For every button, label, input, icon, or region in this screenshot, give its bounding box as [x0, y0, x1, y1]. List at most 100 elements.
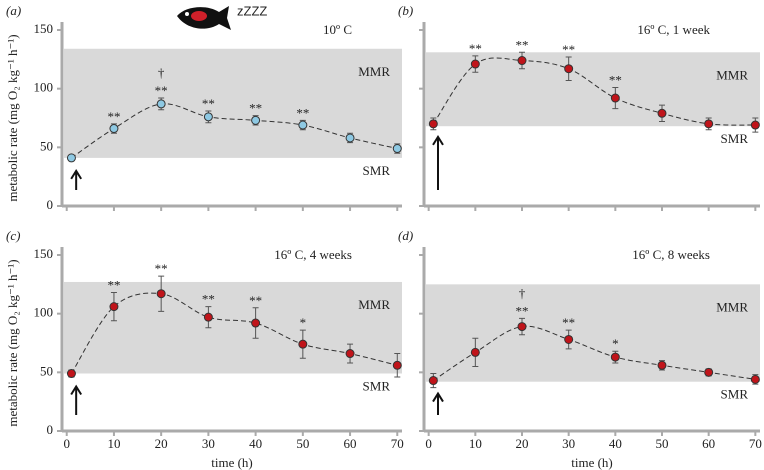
y-tick-label: 0	[47, 422, 54, 437]
mmr-label: MMR	[358, 297, 390, 312]
data-point	[109, 124, 119, 134]
data-point	[517, 322, 527, 332]
arrow	[432, 134, 444, 190]
range-band	[426, 52, 760, 127]
x-tick-label: 40	[249, 436, 262, 451]
significance-mark: **	[249, 293, 262, 308]
significance-mark: **	[155, 261, 168, 276]
data-point	[564, 64, 574, 74]
data-point	[298, 339, 308, 349]
data-point	[704, 119, 714, 129]
significance-mark: **	[107, 278, 120, 293]
data-point	[156, 99, 166, 109]
significance-mark: **	[202, 96, 215, 111]
significance-mark: **	[107, 109, 120, 124]
mmr-label: MMR	[716, 299, 748, 314]
significance-mark: **	[562, 315, 575, 330]
smr-label: SMR	[721, 131, 749, 146]
smr-label: SMR	[721, 387, 749, 402]
mmr-label: MMR	[358, 64, 390, 79]
x-tick-label: 0	[63, 436, 70, 451]
trend-line	[433, 325, 756, 381]
data-point	[564, 334, 574, 344]
data-point	[750, 120, 760, 130]
x-tick-label: 30	[202, 436, 215, 451]
panel-label: (b)	[398, 3, 413, 18]
data-point	[657, 108, 667, 118]
data-point	[345, 349, 355, 359]
panel-label: (d)	[398, 228, 413, 243]
panel-label: (c)	[6, 228, 20, 243]
significance-mark: **	[249, 101, 262, 116]
y-tick-label: 100	[34, 80, 54, 95]
data-point	[392, 144, 402, 154]
smr-label: SMR	[363, 378, 391, 393]
data-point	[109, 302, 119, 312]
significance-mark: **	[296, 105, 309, 120]
x-tick-label: 50	[656, 436, 669, 451]
panel-subtitle: 16º C, 4 weeks	[274, 247, 352, 262]
x-tick-label: 70	[391, 436, 404, 451]
significance-mark: **	[155, 83, 168, 98]
y-tick-label: 100	[34, 305, 54, 320]
range-band	[426, 284, 760, 382]
data-point	[750, 374, 760, 384]
significance-mark: **	[516, 303, 529, 318]
significance-mark: *	[300, 315, 307, 330]
trend-line	[71, 292, 398, 374]
x-tick-label: 20	[155, 436, 168, 451]
x-axis-label: time (h)	[571, 455, 613, 470]
data-point	[392, 360, 402, 370]
x-tick-label: 20	[516, 436, 529, 451]
x-tick-label: 10	[469, 436, 482, 451]
x-tick-label: 60	[702, 436, 715, 451]
data-point	[428, 119, 438, 129]
y-axis-label: metabolic rate (mg O₂ kg⁻¹ h⁻¹)	[5, 259, 20, 426]
y-axis-label: metabolic rate (mg O₂ kg⁻¹ h⁻¹)	[5, 34, 20, 201]
arrow	[70, 384, 83, 415]
data-point	[428, 376, 438, 386]
fish-patch	[191, 11, 207, 21]
data-point	[470, 59, 480, 69]
panel-subtitle: 10º C	[323, 22, 352, 37]
data-point	[610, 352, 620, 362]
fish-eye	[185, 12, 189, 16]
fish-icon: zZZZ	[177, 3, 267, 30]
data-point	[470, 347, 480, 357]
x-tick-label: 50	[296, 436, 309, 451]
data-point	[203, 312, 213, 322]
y-tick-label: 50	[40, 138, 53, 153]
data-point	[657, 360, 667, 370]
y-tick-label: 150	[34, 246, 54, 261]
significance-mark: *	[612, 336, 619, 351]
x-tick-label: 70	[749, 436, 762, 451]
x-tick-label: 40	[609, 436, 622, 451]
data-point	[345, 133, 355, 143]
data-point	[203, 112, 213, 122]
data-point	[704, 367, 714, 377]
x-tick-label: 0	[425, 436, 432, 451]
data-point	[66, 369, 76, 379]
y-tick-label: 150	[34, 21, 54, 36]
arrow	[70, 169, 83, 190]
sleep-text: zZZZ	[237, 3, 267, 18]
smr-label: SMR	[363, 163, 391, 178]
data-point	[66, 153, 76, 163]
significance-mark: **	[562, 42, 575, 57]
x-tick-label: 30	[562, 436, 575, 451]
y-tick-label: 50	[40, 363, 53, 378]
range-band	[64, 281, 402, 374]
data-point	[517, 56, 527, 66]
significance-mark: **	[516, 37, 529, 52]
significance-mark: †	[158, 65, 165, 80]
data-point	[251, 115, 261, 125]
significance-mark: **	[202, 292, 215, 307]
arrow	[432, 391, 444, 415]
x-tick-label: 10	[107, 436, 120, 451]
panel-subtitle: 16º C, 1 week	[637, 22, 710, 37]
data-point	[610, 93, 620, 103]
significance-mark: **	[469, 41, 482, 56]
data-point	[156, 289, 166, 299]
panel-label: (a)	[6, 3, 21, 18]
